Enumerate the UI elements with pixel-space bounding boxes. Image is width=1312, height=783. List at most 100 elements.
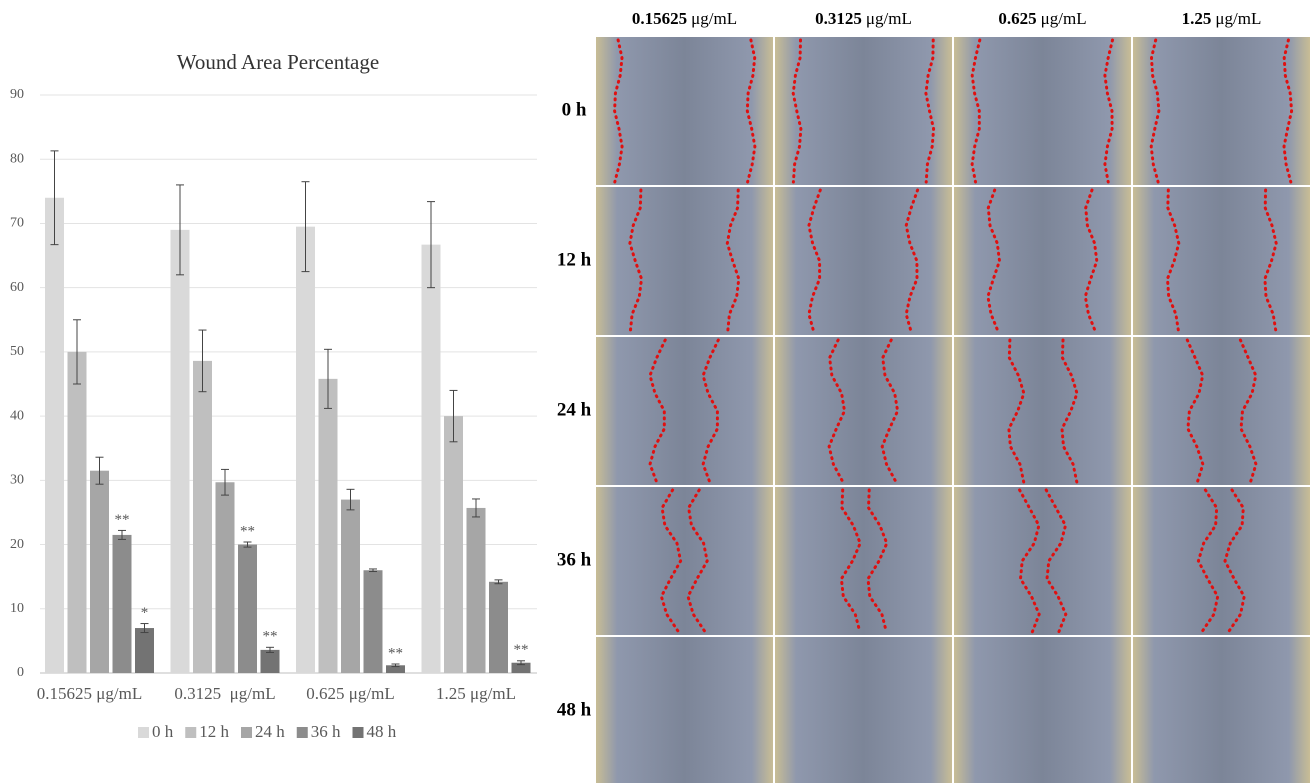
row-label: 48 h — [557, 699, 592, 720]
wound-edge — [686, 488, 709, 634]
wound-edge — [1018, 488, 1041, 634]
micrograph — [954, 487, 1131, 635]
wound-edge — [1060, 338, 1079, 484]
legend-label: 24 h — [255, 722, 285, 741]
bar — [363, 570, 383, 673]
micrograph — [596, 187, 773, 335]
column-header: 0.3125 μg/mL — [815, 9, 912, 28]
y-tick-label: 0 — [17, 665, 24, 680]
wound-edge — [807, 188, 822, 334]
column-value: 1.25 — [1182, 9, 1212, 28]
bar — [193, 360, 212, 673]
column-unit: μg/mL — [691, 9, 737, 28]
row-label: 36 h — [557, 549, 592, 570]
wound-edge — [970, 38, 982, 184]
bar — [135, 628, 154, 673]
wound-edge — [701, 338, 720, 484]
bar — [421, 244, 441, 674]
bar — [45, 197, 64, 673]
significance-label: ** — [240, 523, 255, 539]
y-tick-label: 60 — [10, 280, 24, 295]
wound-edge — [1238, 338, 1258, 484]
legend-swatch — [352, 727, 364, 738]
significance-label: * — [141, 605, 149, 621]
wound-edge — [986, 188, 1002, 334]
column-header: 0.15625 μg/mL — [632, 9, 737, 28]
micrograph — [1133, 37, 1310, 185]
wound-edge — [1083, 188, 1099, 334]
wound-edge — [628, 188, 644, 334]
row-label: 12 h — [557, 249, 592, 270]
x-tick-label: 0.15625 μg/mL — [37, 684, 142, 703]
wound-edge — [1223, 488, 1246, 634]
column-unit: μg/mL — [1215, 9, 1261, 28]
wound-edge — [924, 38, 936, 184]
y-tick-label: 10 — [10, 601, 24, 616]
micrograph — [775, 187, 952, 335]
bar — [170, 229, 190, 673]
bar — [238, 544, 257, 673]
y-tick-label: 40 — [10, 408, 24, 423]
micrograph — [954, 637, 1131, 783]
legend-swatch — [185, 727, 197, 738]
bar — [511, 662, 531, 673]
legend-label: 0 h — [152, 722, 174, 741]
bar — [296, 226, 315, 673]
bar — [466, 507, 486, 673]
bar — [215, 482, 235, 673]
y-tick-label: 30 — [10, 473, 24, 488]
micrograph — [775, 637, 952, 783]
column-header: 1.25 μg/mL — [1182, 9, 1262, 28]
wound-edge — [659, 488, 683, 634]
column-value: 0.625 — [998, 9, 1036, 28]
x-tick-label: 0.3125 μg/mL — [174, 684, 275, 703]
bar — [318, 378, 338, 673]
y-tick-label: 70 — [10, 216, 24, 231]
y-tick-label: 50 — [10, 344, 24, 359]
wound-edge — [613, 38, 624, 184]
micrograph — [596, 337, 773, 485]
micrograph — [775, 37, 952, 185]
bar — [67, 351, 87, 673]
wound-edge — [1044, 488, 1068, 634]
row-label: 24 h — [557, 399, 592, 420]
bar — [489, 581, 508, 673]
legend-swatch — [138, 727, 149, 738]
x-tick-label: 1.25 μg/mL — [436, 684, 516, 703]
chart-title: Wound Area Percentage — [177, 50, 379, 74]
micrograph — [1133, 487, 1310, 635]
wound-edge — [1165, 188, 1181, 334]
row-label: 0 h — [562, 99, 587, 120]
wound-edge — [1196, 488, 1220, 634]
y-tick-label: 20 — [10, 537, 24, 552]
column-header: 0.625 μg/mL — [998, 9, 1086, 28]
micrograph — [596, 37, 773, 185]
significance-label: ** — [115, 512, 130, 528]
wound-edge — [1007, 338, 1026, 484]
bar — [341, 499, 360, 673]
column-unit: μg/mL — [1041, 9, 1087, 28]
wound-edge — [648, 338, 667, 484]
wound-edge — [1149, 38, 1161, 184]
wound-edge — [1103, 38, 1114, 184]
micrograph — [954, 37, 1131, 185]
column-value: 0.3125 — [815, 9, 862, 28]
wound-edge — [880, 338, 900, 484]
wound-edge — [725, 188, 741, 334]
wound-edge — [1185, 338, 1205, 484]
bar — [112, 534, 132, 673]
legend-label: 12 h — [199, 722, 229, 741]
wound-edge — [904, 188, 920, 334]
wound-edge — [1263, 188, 1278, 334]
bar — [260, 649, 280, 673]
micrograph — [775, 337, 952, 485]
bar — [444, 416, 463, 673]
wound-edge — [827, 338, 847, 484]
column-unit: μg/mL — [866, 9, 912, 28]
y-tick-label: 90 — [10, 87, 24, 102]
legend-swatch — [241, 727, 252, 738]
bar — [90, 470, 109, 673]
legend-swatch — [296, 727, 308, 738]
legend-label: 36 h — [311, 722, 341, 741]
micrograph — [1133, 337, 1310, 485]
